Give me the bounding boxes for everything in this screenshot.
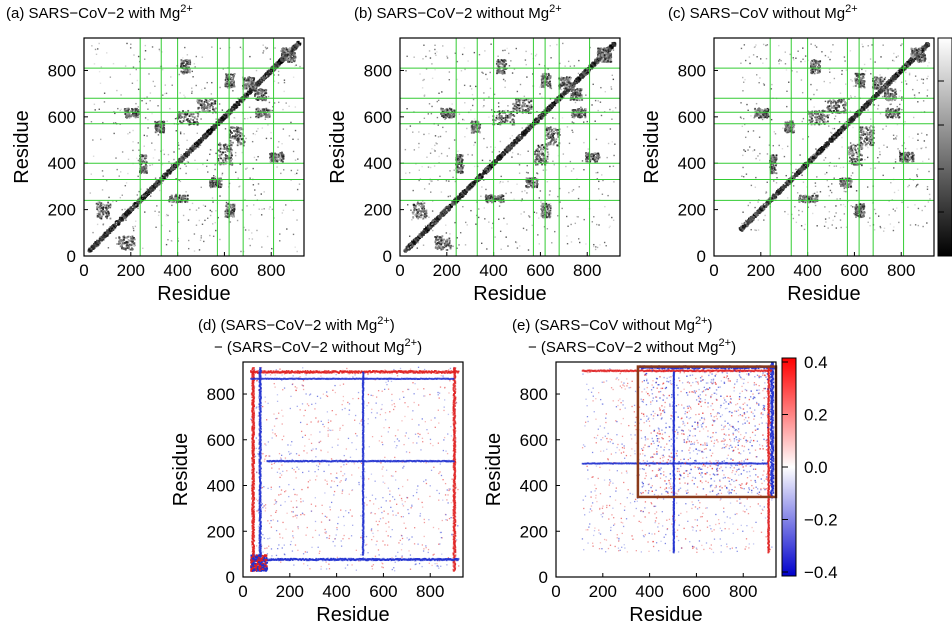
panel-e-title-line2: − (SARS−CoV−2 without Mg2+) [528, 337, 736, 356]
y-tick-label-d-1: 200 [207, 522, 235, 541]
y-tick-label-a-2: 400 [48, 154, 76, 173]
x-tick-label-a-0: 0 [79, 261, 88, 280]
panel-a-title: (a) SARS−CoV−2 with Mg2+ [6, 3, 193, 22]
y-tick-label-b-4: 800 [364, 61, 392, 80]
contact-cells-b [403, 41, 617, 253]
y-tick-label-e-2: 400 [520, 477, 548, 496]
panel-d-title-line1: (d) (SARS−CoV−2 with Mg2+) [198, 315, 395, 334]
x-tick-label-d-1: 200 [276, 582, 304, 601]
y-tick-label-e-3: 600 [520, 431, 548, 450]
y-tick-label-e-1: 200 [520, 522, 548, 541]
y-tick-label-b-2: 400 [364, 154, 392, 173]
x-axis-label-c: Residue [787, 283, 860, 305]
plot-frame-c [713, 37, 935, 257]
y-tick-label-d-2: 400 [207, 477, 235, 496]
y-tick-label-b-0: 0 [383, 247, 392, 266]
y-tick-label-c-1: 200 [678, 201, 706, 220]
panel-d: (d) (SARS−CoV−2 with Mg2+) − (SARS−CoV−2… [170, 315, 464, 623]
x-axis-label-b: Residue [473, 283, 546, 305]
heatmap-b: 0 200 400 600 800 0 200 400 600 800 Residue Residue [327, 37, 621, 305]
x-tick-label-e-0: 0 [551, 582, 560, 601]
panel-b: (b) SARS−CoV−2 without Mg2+ 0 200 400 600 80… [327, 3, 621, 305]
x-tick-label-a-1: 200 [117, 261, 145, 280]
plot-background-e [556, 362, 776, 577]
x-tick-label-d-0: 0 [238, 582, 247, 601]
panel-d-title-line2: − (SARS−CoV−2 without Mg2+) [214, 337, 422, 356]
colorbar-tick-label-3: −0.2 [804, 511, 838, 530]
y-tick-label-b-3: 600 [364, 108, 392, 127]
x-tick-label-e-1: 200 [589, 582, 617, 601]
domain-lines-a [84, 38, 304, 256]
colorbar-tick-label-2: 0.0 [804, 458, 828, 477]
x-tick-label-c-4: 800 [887, 261, 915, 280]
x-tick-label-c-1: 200 [747, 261, 775, 280]
y-tick-label-e-0: 0 [539, 568, 548, 587]
domain-lines-b [400, 38, 620, 256]
x-tick-label-d-2: 400 [322, 582, 350, 601]
panel-c: (c) SARS−CoV without Mg2+ 0 200 400 600 8000… [641, 3, 952, 305]
y-tick-label-e-4: 800 [520, 385, 548, 404]
x-tick-label-c-3: 600 [840, 261, 868, 280]
y-axis-label-b: Residue [327, 110, 349, 183]
colorbar-tick-label-1: 0.2 [804, 406, 828, 425]
y-tick-label-c-2: 400 [678, 154, 706, 173]
y-axis-label-a: Residue [11, 110, 33, 183]
x-axis-label-a: Residue [157, 283, 230, 305]
y-tick-label-d-4: 800 [207, 385, 235, 404]
panel-e-title-line1: (e) (SARS−CoV without Mg2+) [512, 315, 713, 334]
x-tick-label-a-2: 400 [163, 261, 191, 280]
x-tick-label-e-4: 800 [729, 582, 757, 601]
x-tick-label-d-4: 800 [416, 582, 444, 601]
panel-e: (e) (SARS−CoV without Mg2+) − (SARS−CoV−… [483, 315, 838, 623]
y-tick-label-c-4: 800 [678, 61, 706, 80]
y-tick-label-d-0: 0 [226, 568, 235, 587]
heatmap-e: 0 200 400 600 800 0 200 400 600 800 Residue Residue [483, 361, 778, 623]
panel-c-title: (c) SARS−CoV without Mg2+ [668, 3, 858, 22]
x-axis-label-d: Residue [316, 604, 389, 623]
y-tick-label-c-3: 600 [678, 108, 706, 127]
y-axis-label-e: Residue [483, 433, 505, 506]
x-tick-label-c-0: 0 [709, 261, 718, 280]
y-tick-label-a-4: 800 [48, 61, 76, 80]
x-tick-label-e-2: 400 [635, 582, 663, 601]
contact-cells-a [87, 40, 302, 253]
panel-a: (a) SARS−CoV−2 with Mg2+ 0 200 400 600 800 0 2… [6, 3, 305, 305]
x-tick-label-b-2: 400 [479, 261, 507, 280]
grayscale-colorbar-ticks [938, 80, 944, 213]
x-tick-label-c-2: 400 [793, 261, 821, 280]
y-tick-label-d-3: 600 [207, 431, 235, 450]
x-tick-label-a-4: 800 [257, 261, 285, 280]
y-tick-label-a-1: 200 [48, 201, 76, 220]
y-tick-label-c-0: 0 [697, 247, 706, 266]
y-axis-label-c: Residue [641, 110, 663, 183]
x-tick-label-e-3: 600 [682, 582, 710, 601]
x-tick-label-a-3: 600 [210, 261, 238, 280]
plot-frame-a [83, 37, 305, 257]
domain-lines-c [714, 38, 934, 256]
x-tick-label-b-4: 800 [573, 261, 601, 280]
heatmap-d: 0 200 400 600 800 0 200 400 600 800 Residue Residue [170, 361, 464, 623]
y-tick-label-a-3: 600 [48, 108, 76, 127]
heatmap-a: 0 200 400 600 800 0 200 400 600 800 Residue Residue [11, 37, 305, 305]
y-axis-label-d: Residue [170, 433, 192, 506]
y-tick-label-b-1: 200 [364, 201, 392, 220]
x-tick-label-b-0: 0 [395, 261, 404, 280]
difference-cells-d [250, 366, 460, 572]
colorbar-tick-label-4: −0.4 [804, 563, 838, 582]
plot-frame-e [555, 361, 777, 578]
colorbar-tick-label-0: 0.4 [804, 353, 828, 372]
x-tick-label-d-3: 600 [369, 582, 397, 601]
plot-background-d [243, 362, 463, 577]
y-tick-label-a-0: 0 [67, 247, 76, 266]
plot-frame-d [242, 361, 464, 578]
plot-frame-b [399, 37, 621, 257]
heatmap-c: 0 200 400 600 800 0 200 400 600 800 Residue Residue [641, 37, 935, 305]
x-tick-label-b-1: 200 [433, 261, 461, 280]
x-tick-label-b-3: 600 [526, 261, 554, 280]
grayscale-colorbar [937, 37, 952, 257]
difference-colorbar-ticks: 0.4 0.2 0.0 −0.2 −0.4 [782, 353, 838, 582]
x-axis-label-e: Residue [629, 604, 702, 623]
panel-b-title: (b) SARS−CoV−2 without Mg2+ [354, 3, 562, 22]
